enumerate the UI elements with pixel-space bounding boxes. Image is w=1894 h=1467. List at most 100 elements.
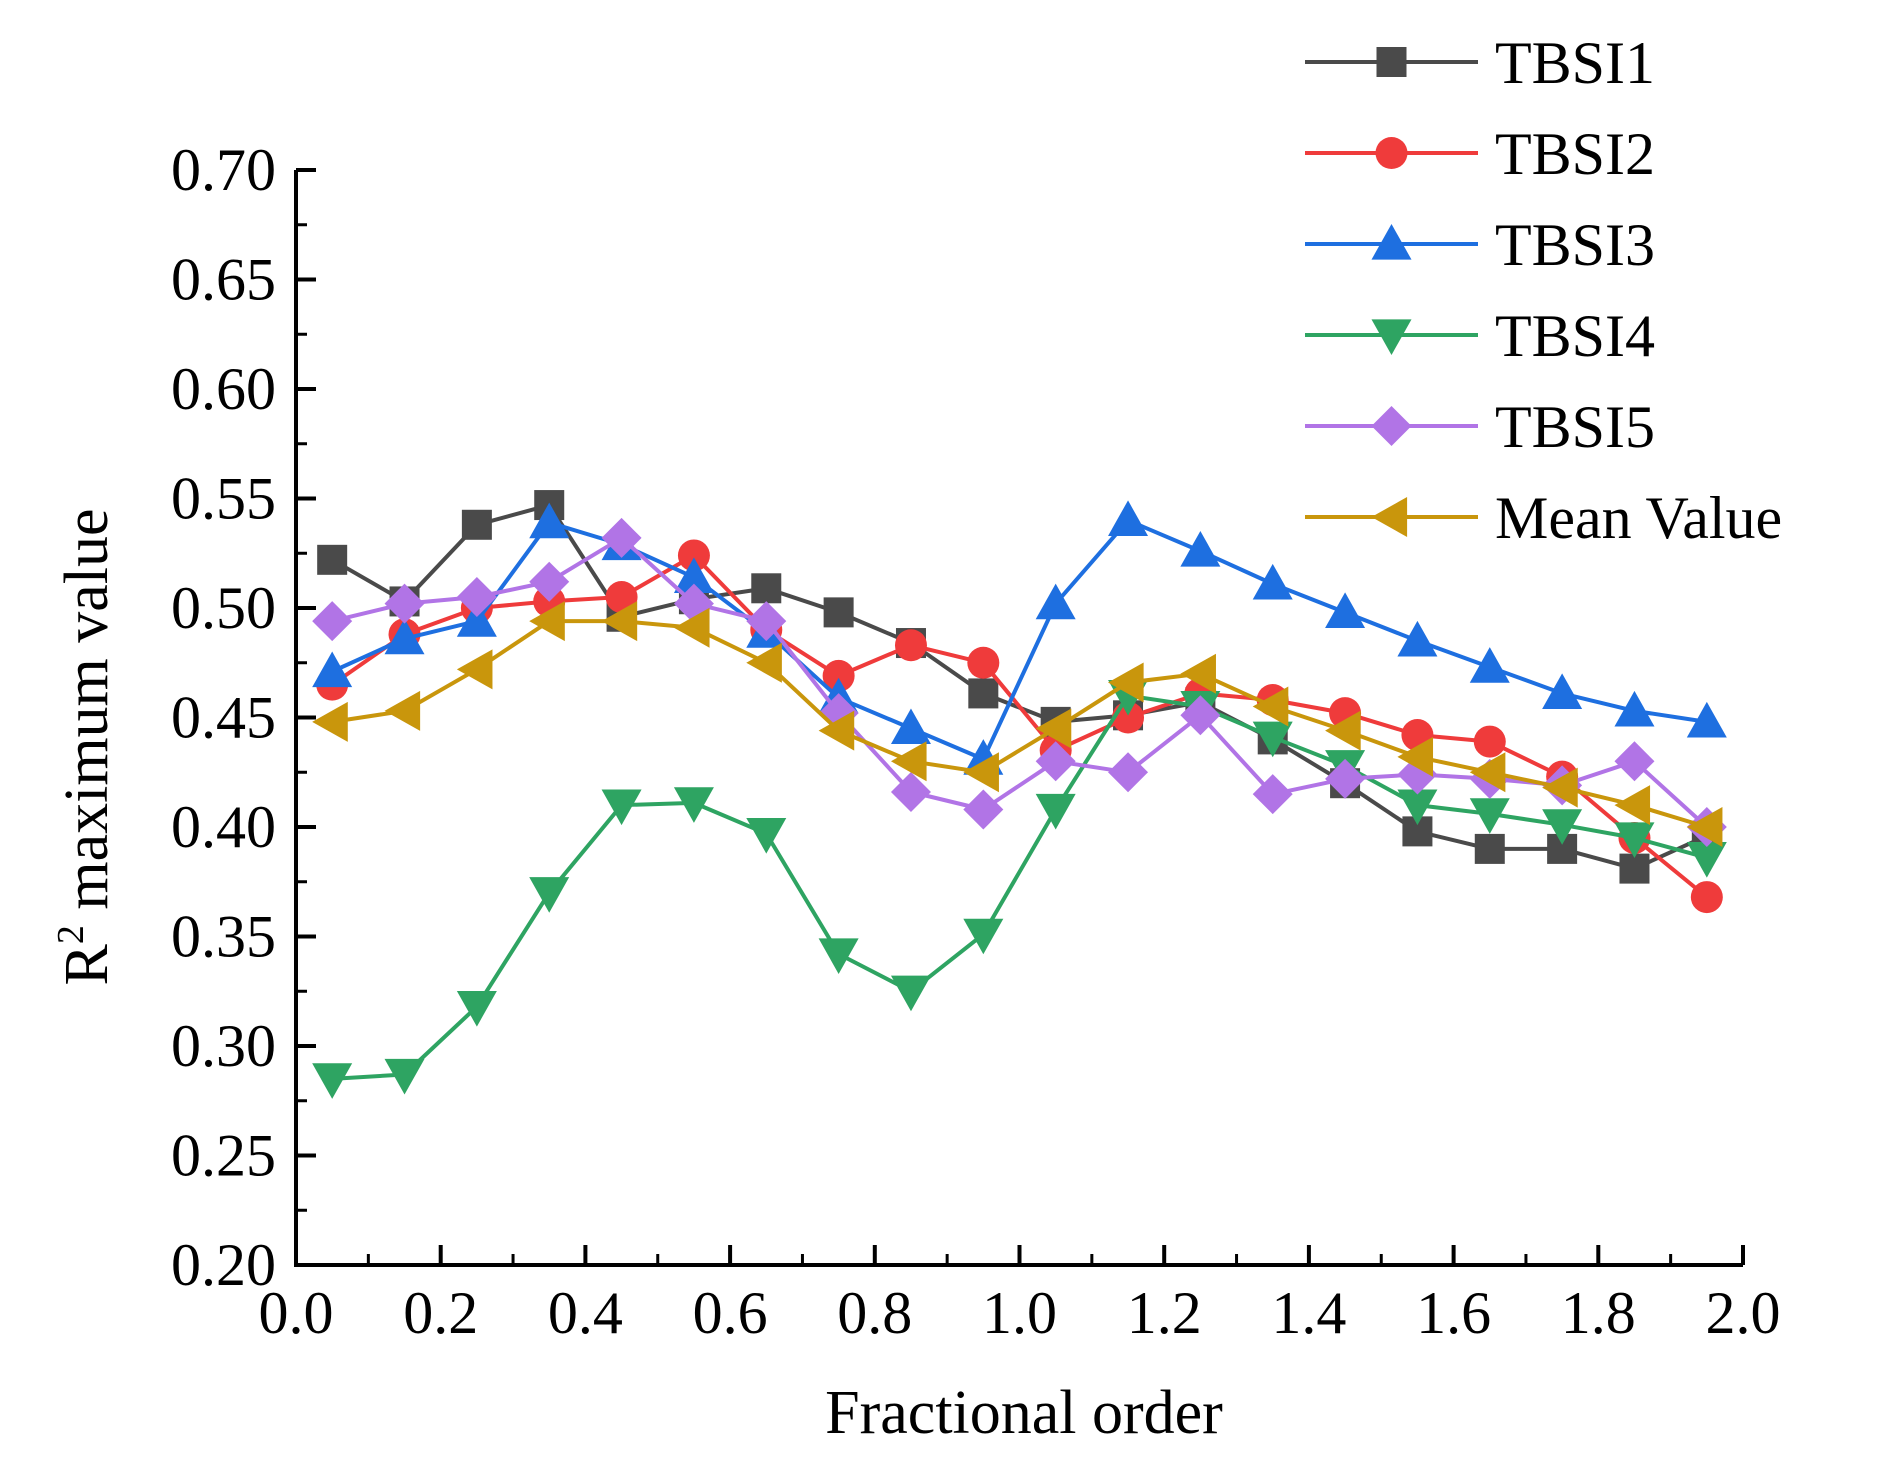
data-point: [456, 649, 493, 690]
series-tbsi4: [312, 680, 1727, 1099]
series-tbsi2: [316, 539, 1723, 914]
legend-marker: [1376, 47, 1407, 77]
data-point: [1325, 592, 1366, 628]
data-point: [1619, 853, 1650, 884]
y-tick-label: 0.70: [171, 137, 276, 203]
data-point: [746, 601, 787, 642]
x-tick-label: 1.0: [982, 1280, 1057, 1346]
data-point: [1686, 701, 1727, 738]
legend-item: TBSI5: [1305, 394, 1655, 460]
data-point: [1542, 767, 1578, 808]
data-point: [1252, 563, 1293, 600]
data-point: [1686, 807, 1723, 847]
legend-label: TBSI1: [1495, 30, 1655, 96]
data-point: [894, 629, 927, 662]
x-tick-label: 1.8: [1561, 1280, 1636, 1346]
data-point: [456, 990, 497, 1027]
data-point: [1686, 842, 1727, 878]
y-tick-label: 0.30: [171, 1013, 276, 1079]
legend-item: Mean Value: [1305, 485, 1782, 551]
legend-label: TBSI4: [1495, 303, 1655, 369]
series-tbsi5: [312, 517, 1727, 847]
legend-item: TBSI2: [1305, 121, 1655, 187]
legend-marker: [1371, 319, 1412, 355]
data-point: [751, 573, 782, 604]
data-point: [823, 597, 854, 628]
legend-marker: [1375, 137, 1408, 169]
data-point: [818, 710, 855, 751]
data-point: [1469, 798, 1510, 834]
data-point: [1108, 752, 1149, 793]
data-point: [1614, 741, 1655, 782]
y-axis-title-superscript: 2: [50, 925, 92, 944]
data-point: [1473, 725, 1506, 758]
legend-marker: [1371, 406, 1412, 446]
x-tick-label: 2.0: [1706, 1280, 1781, 1346]
legend-label: TBSI2: [1495, 121, 1655, 187]
data-point: [312, 601, 353, 642]
data-point: [1397, 789, 1438, 826]
data-point: [968, 678, 999, 709]
data-point: [822, 659, 855, 692]
data-point: [746, 642, 782, 683]
y-tick-label: 0.25: [171, 1123, 276, 1189]
data-point: [384, 1058, 425, 1095]
data-point: [384, 618, 425, 655]
data-point: [673, 607, 710, 648]
data-point: [1252, 686, 1289, 727]
legend-marker: [1371, 224, 1412, 260]
data-point: [1474, 833, 1505, 864]
x-tick-label: 1.4: [1271, 1280, 1346, 1346]
data-point: [1180, 531, 1221, 567]
y-tick-label: 0.35: [171, 904, 276, 970]
data-point: [456, 577, 497, 618]
data-point: [818, 938, 859, 975]
x-tick-label: 0.8: [837, 1280, 912, 1346]
x-tick-label: 1.6: [1416, 1280, 1491, 1346]
data-point: [1180, 695, 1221, 736]
data-point: [529, 502, 570, 539]
series-line: [331, 518, 1708, 762]
data-point: [1614, 785, 1651, 826]
data-point: [1614, 822, 1655, 858]
data-point: [963, 752, 999, 793]
data-point: [1690, 881, 1723, 914]
data-point: [529, 877, 570, 913]
y-tick-label: 0.65: [171, 247, 276, 313]
legend-label: Mean Value: [1495, 485, 1782, 551]
data-point: [890, 708, 931, 745]
data-point: [1469, 752, 1506, 793]
data-point: [1469, 647, 1510, 683]
y-tick-label: 0.20: [171, 1232, 276, 1298]
data-point: [601, 517, 642, 558]
y-axis-title-rest: maximum value: [53, 508, 121, 925]
legend-label: TBSI5: [1495, 394, 1655, 460]
data-point: [456, 601, 497, 637]
data-point: [890, 975, 931, 1012]
data-point: [890, 741, 927, 782]
data-point: [1325, 758, 1366, 799]
data-point: [963, 789, 1004, 830]
data-point: [1397, 736, 1434, 777]
data-point: [384, 690, 421, 731]
y-axis-title: R2 maximum value: [50, 508, 121, 985]
data-point: [1252, 774, 1293, 815]
x-tick-label: 1.2: [1127, 1280, 1202, 1346]
legend-marker: [1371, 497, 1408, 537]
data-point: [1035, 708, 1072, 749]
y-tick-label: 0.40: [171, 794, 276, 860]
data-point: [529, 561, 570, 602]
legend-item: TBSI1: [1305, 30, 1655, 96]
series-mean-value: [312, 601, 1723, 847]
data-point: [1108, 500, 1149, 536]
data-point: [963, 918, 1004, 955]
y-tick-label: 0.50: [171, 575, 276, 641]
y-tick-label: 0.45: [171, 685, 276, 751]
data-point: [1542, 809, 1583, 845]
data-point: [1035, 741, 1076, 782]
data-point: [601, 789, 642, 826]
legend: TBSI1 TBSI2 TBSI3 TBSI4 TBSI5 Mean Value: [1305, 30, 1782, 551]
data-point: [1180, 653, 1216, 694]
data-point: [317, 544, 348, 575]
